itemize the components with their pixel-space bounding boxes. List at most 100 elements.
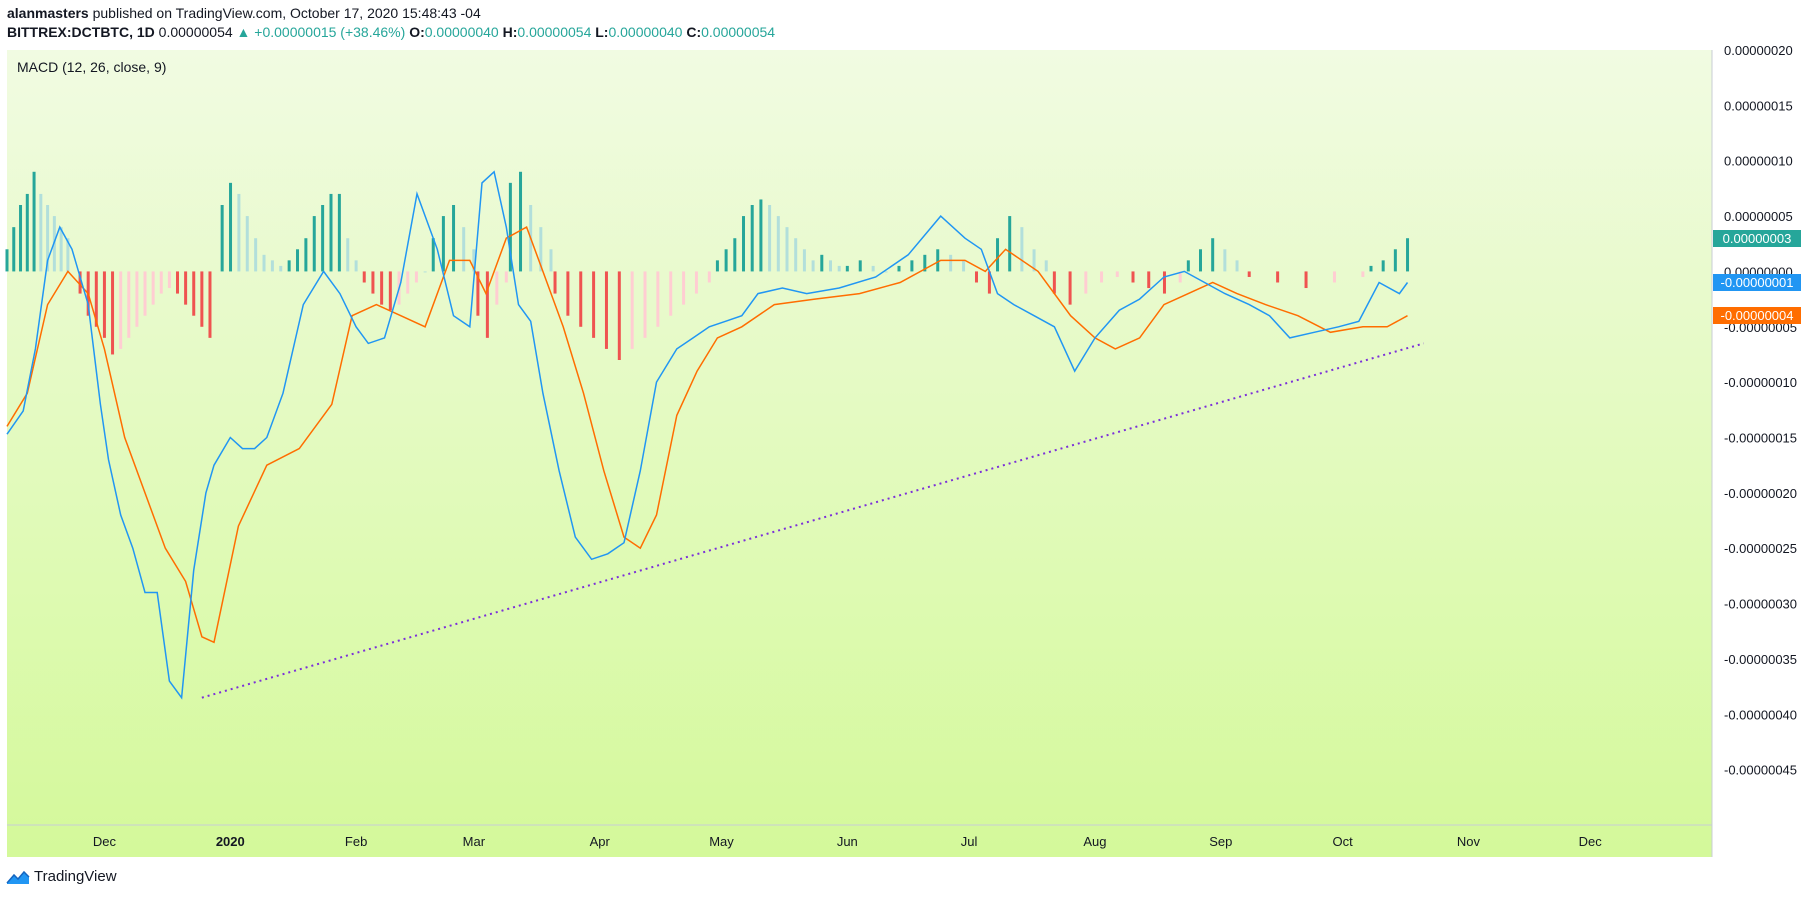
histogram-bar [476, 271, 480, 316]
histogram-bar [871, 265, 875, 272]
histogram-bar [1044, 260, 1048, 272]
symbol-label[interactable]: BITTREX:DCTBTC, 1D [7, 24, 155, 40]
plot-area[interactable] [7, 50, 1712, 857]
histogram-bar [829, 260, 833, 272]
x-tick-label: Feb [345, 834, 367, 849]
histogram-bar [200, 271, 204, 327]
histogram-bar [1199, 249, 1202, 272]
footer-brand: TradingView [6, 868, 117, 885]
chart-header: alanmasters published on TradingView.com… [7, 4, 775, 42]
histogram-bar [119, 271, 123, 349]
histogram-bar [495, 271, 499, 305]
histogram-bar [1304, 271, 1308, 289]
histogram-bar [923, 254, 927, 272]
histogram-bar [346, 238, 350, 272]
y-tick-label: -0.00000010 [1724, 375, 1797, 390]
histogram-bar [32, 171, 36, 272]
histogram-bar [592, 271, 596, 338]
histogram-bar [694, 271, 698, 294]
histogram-bar [1068, 271, 1072, 305]
histogram-bar [208, 271, 212, 338]
histogram-bar [1178, 271, 1182, 283]
histogram-bar [462, 227, 466, 272]
histogram-bar [962, 260, 966, 272]
close-value: 0.00000054 [701, 24, 776, 40]
histogram-bar [304, 238, 308, 272]
histogram-bar [643, 271, 647, 338]
histogram-bar [884, 271, 888, 273]
author-name[interactable]: alanmasters [7, 5, 89, 21]
histogram-bar [184, 271, 188, 305]
histogram-bar [254, 238, 258, 272]
brand-text: TradingView [34, 868, 117, 885]
x-tick-label: Aug [1083, 834, 1106, 849]
indicator-title[interactable]: MACD (12, 26, close, 9) [17, 59, 166, 75]
histogram-bar [1361, 271, 1365, 277]
histogram-bar [566, 271, 570, 316]
histogram-bar [423, 271, 427, 273]
histogram-bar [1332, 271, 1336, 283]
histogram-bar [1147, 271, 1151, 289]
y-tick-label: -0.00000030 [1724, 597, 1797, 612]
histogram-bar [431, 238, 435, 272]
histogram-bar [220, 205, 224, 272]
time-axis[interactable]: Dec 2020 Feb Mar Apr May Jun Jul Aug Sep Oct Nov Dec [93, 834, 1602, 849]
histogram-bar [279, 265, 283, 272]
histogram-bar [287, 260, 291, 272]
histogram-bar [1223, 249, 1227, 272]
histogram-bar [46, 205, 50, 272]
y-tick-label: -0.00000020 [1724, 486, 1797, 501]
histogram-bar [811, 260, 815, 272]
histogram-bar [176, 271, 179, 294]
y-tick-label: 0.00000010 [1724, 154, 1793, 169]
histogram-bar [19, 205, 23, 272]
low-label: L: [595, 24, 609, 40]
histogram-bar [802, 249, 806, 272]
histogram-bar [354, 260, 358, 272]
y-tick-label: 0.00000005 [1724, 209, 1793, 224]
macd-chart[interactable]: 0.00000025 0.00000020 0.00000015 0.00000010… [0, 0, 1816, 860]
histogram-bar [143, 271, 147, 316]
histogram-bar [94, 271, 98, 327]
histogram-bar [845, 265, 849, 272]
last-price: 0.00000054 [158, 24, 233, 40]
histogram-bar [362, 271, 366, 283]
y-tick-label: 0.00000025 [1724, 0, 1793, 3]
low-value: 0.00000040 [608, 24, 683, 40]
x-tick-label: Jun [837, 834, 858, 849]
histogram-bar [1406, 238, 1410, 272]
histogram-bar [1020, 227, 1024, 272]
open-label: O: [409, 24, 425, 40]
histogram-bar [135, 271, 139, 327]
y-tick-label: -0.00000045 [1724, 763, 1797, 778]
published-info: published on TradingView.com, October 17… [92, 5, 481, 21]
histogram [5, 171, 1410, 360]
lines-layer [6, 170, 1425, 700]
histogram-bar [579, 271, 583, 327]
histogram-bar [1247, 271, 1251, 277]
histogram-bar [1393, 249, 1397, 272]
histogram-bar [974, 271, 978, 283]
histogram-bar [1008, 216, 1012, 272]
x-tick-label: Mar [463, 834, 486, 849]
histogram-bar [102, 271, 106, 338]
y-tick-label: 0.00000015 [1724, 98, 1793, 113]
histogram-bar [1084, 271, 1088, 294]
x-tick-label: Dec [1579, 834, 1603, 849]
histogram-bar [5, 249, 9, 272]
histogram-bar [312, 216, 316, 272]
histogram-bar [262, 254, 266, 272]
price-axis[interactable]: 0.00000025 0.00000020 0.00000015 0.00000010… [1724, 0, 1797, 778]
histogram-bar [12, 227, 16, 272]
trend-line[interactable] [201, 342, 1425, 699]
histogram-bar [539, 227, 543, 272]
histogram-bar [245, 216, 249, 272]
histogram-bar [1276, 271, 1280, 283]
histogram-bar [1369, 265, 1373, 272]
histogram-bar [296, 249, 300, 272]
open-value: 0.00000040 [424, 24, 499, 40]
histogram-bar [733, 238, 737, 272]
histogram-bar [1211, 238, 1215, 272]
histogram-bar [858, 260, 862, 272]
histogram-bar [910, 260, 914, 272]
